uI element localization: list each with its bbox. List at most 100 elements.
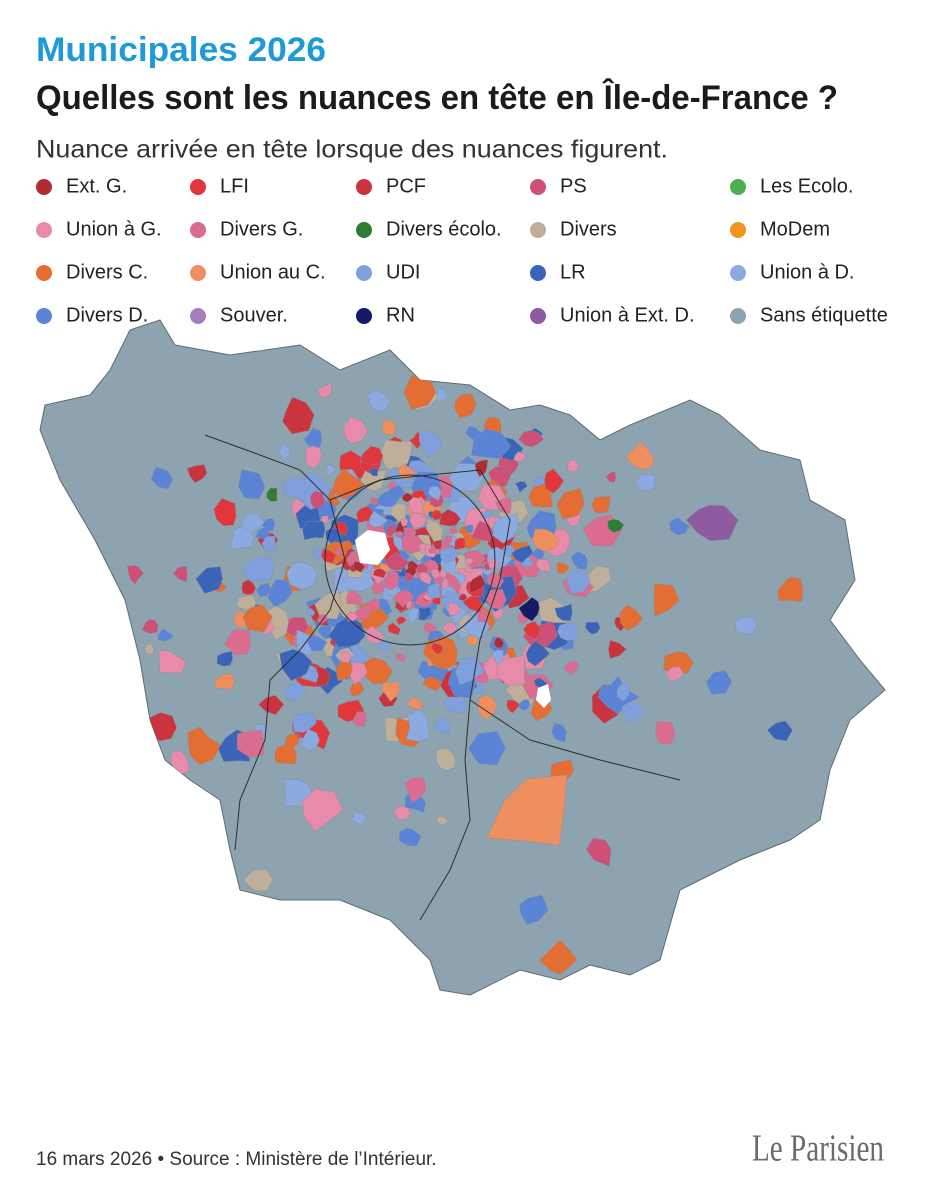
commune-area bbox=[238, 469, 266, 500]
commune-area bbox=[427, 485, 442, 501]
commune-area bbox=[282, 477, 306, 502]
legend-swatch bbox=[190, 179, 206, 195]
commune-area bbox=[634, 473, 656, 492]
commune-area bbox=[551, 723, 567, 743]
legend-swatch bbox=[530, 179, 546, 195]
legend-label: RN bbox=[386, 304, 415, 326]
commune-area bbox=[566, 569, 591, 595]
commune-area bbox=[320, 515, 329, 524]
commune-area bbox=[435, 748, 457, 771]
commune-area bbox=[349, 682, 365, 697]
commune-area bbox=[158, 650, 187, 674]
legend-swatch bbox=[356, 308, 372, 324]
commune-area bbox=[360, 445, 384, 466]
commune-area bbox=[606, 471, 617, 483]
commune-area bbox=[384, 570, 400, 591]
commune-area bbox=[367, 388, 390, 413]
commune-area bbox=[454, 393, 477, 419]
commune-area bbox=[328, 615, 366, 648]
legend-swatch bbox=[730, 308, 746, 324]
commune-area bbox=[340, 650, 352, 664]
commune-area bbox=[440, 547, 459, 564]
nodata-area bbox=[536, 684, 551, 708]
commune-area bbox=[556, 562, 570, 575]
commune-area bbox=[300, 728, 320, 751]
commune-area bbox=[491, 649, 504, 665]
commune-area bbox=[356, 505, 375, 524]
commune-area bbox=[386, 485, 406, 500]
commune-area bbox=[343, 416, 368, 445]
commune-area bbox=[346, 590, 363, 606]
commune-area bbox=[518, 596, 540, 622]
commune-area bbox=[372, 568, 387, 579]
commune-area bbox=[431, 642, 444, 655]
commune-area bbox=[706, 670, 732, 695]
commune-area bbox=[443, 535, 453, 545]
commune-area bbox=[518, 430, 544, 448]
commune-area bbox=[242, 604, 273, 633]
commune-area bbox=[309, 490, 325, 509]
legend-label: Divers écolo. bbox=[386, 218, 502, 240]
commune-area bbox=[352, 711, 367, 727]
legend: Ext. G. LFI PCF PS Les Ecolo. Union à G. Diver… bbox=[36, 175, 888, 326]
commune-area bbox=[302, 520, 326, 541]
commune-area bbox=[334, 547, 344, 556]
commune-area bbox=[351, 812, 367, 825]
commune-area bbox=[365, 598, 381, 612]
commune-area bbox=[368, 467, 378, 477]
commune-area bbox=[284, 733, 300, 747]
legend-label: Union à D. bbox=[760, 261, 855, 283]
commune-area bbox=[539, 939, 578, 975]
commune-area bbox=[258, 695, 285, 715]
commune-area bbox=[625, 441, 655, 470]
commune-area bbox=[286, 561, 318, 590]
legend-swatch bbox=[190, 308, 206, 324]
commune-area bbox=[511, 545, 534, 564]
commune-area bbox=[416, 562, 429, 573]
commune-area bbox=[368, 510, 388, 528]
commune-area bbox=[515, 481, 528, 493]
legend-swatch bbox=[730, 265, 746, 281]
commune-area bbox=[439, 509, 461, 527]
commune-area bbox=[486, 774, 568, 846]
commune-area bbox=[316, 382, 333, 399]
commune-area bbox=[157, 628, 175, 642]
commune-area bbox=[486, 588, 507, 610]
commune-area bbox=[404, 777, 427, 804]
legend-swatch bbox=[530, 222, 546, 238]
commune-area bbox=[241, 579, 256, 595]
commune-area bbox=[274, 744, 297, 765]
commune-area bbox=[449, 526, 458, 534]
commune-area bbox=[429, 495, 444, 508]
commune-area bbox=[261, 535, 276, 552]
commune-area bbox=[544, 468, 564, 494]
commune-area bbox=[685, 504, 739, 541]
legend-label: Union au C. bbox=[220, 261, 326, 283]
commune-area bbox=[571, 551, 588, 570]
paris-nodata bbox=[355, 530, 390, 565]
commune-area bbox=[777, 576, 803, 603]
commune-area bbox=[314, 588, 343, 620]
commune-area bbox=[430, 509, 443, 521]
commune-area bbox=[279, 442, 291, 460]
commune-area bbox=[616, 681, 631, 702]
commune-area bbox=[477, 694, 498, 721]
commune-area bbox=[591, 496, 611, 514]
commune-area bbox=[325, 464, 337, 478]
commune-area bbox=[474, 459, 488, 478]
commune-area bbox=[230, 526, 255, 550]
commune-area bbox=[608, 639, 627, 659]
map bbox=[39, 319, 886, 996]
commune-area bbox=[284, 681, 307, 701]
legend-swatch bbox=[190, 265, 206, 281]
dept-border bbox=[469, 699, 681, 781]
commune-area bbox=[141, 618, 159, 634]
legend-swatch bbox=[36, 265, 52, 281]
commune-area bbox=[409, 512, 428, 529]
commune-area bbox=[621, 701, 646, 725]
footer-source: 16 mars 2026 • Source : Ministère de l’I… bbox=[36, 1149, 437, 1170]
commune-area bbox=[465, 635, 479, 646]
commune-area bbox=[380, 681, 401, 702]
commune-area bbox=[496, 654, 525, 687]
legend-swatch bbox=[530, 265, 546, 281]
